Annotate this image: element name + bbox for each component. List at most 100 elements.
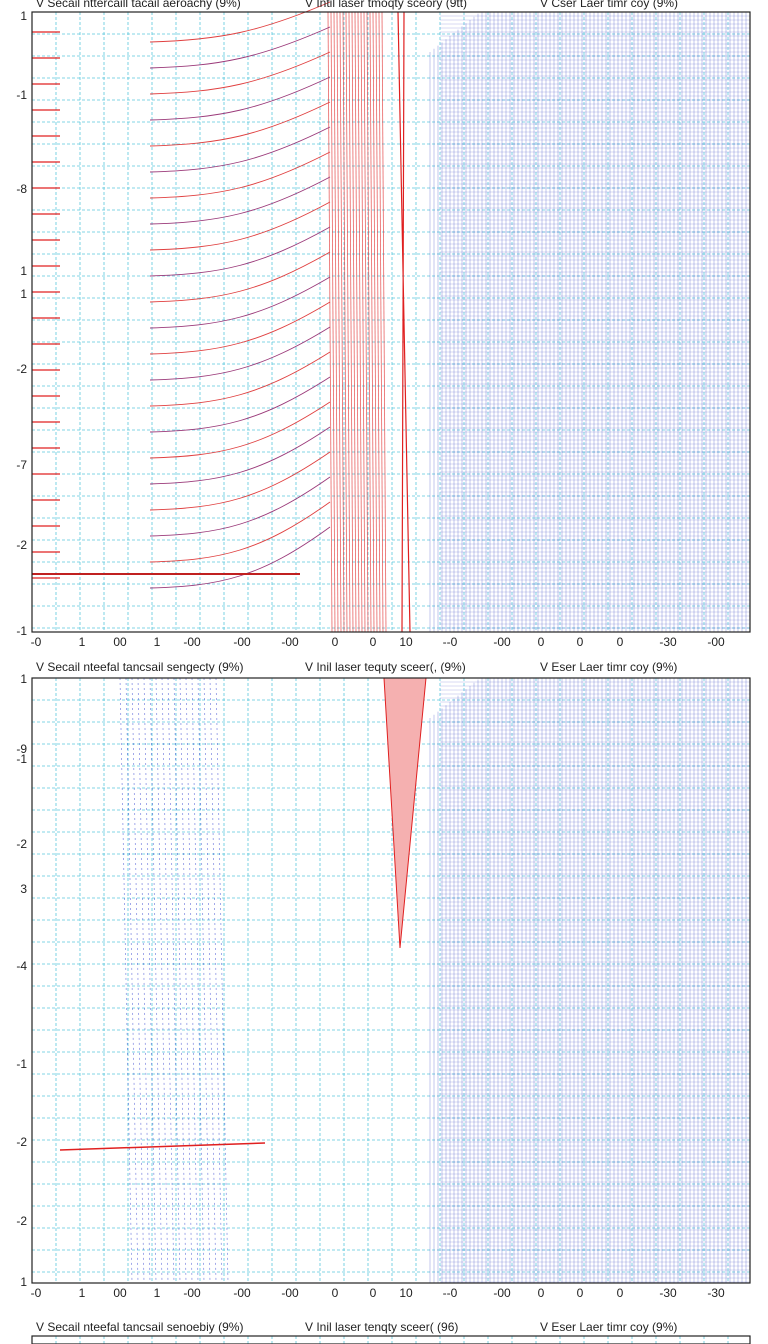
x-tick-label: 10 [399, 1286, 413, 1300]
x-tick-label: 1 [79, 635, 86, 649]
red-trace [372, 11, 378, 633]
red-trace [330, 11, 336, 633]
red-trace [366, 11, 372, 633]
red-trace [357, 11, 363, 633]
x-tick-label: 1 [154, 635, 161, 649]
x-tick-label: -30 [659, 1286, 677, 1300]
x-tick-label: 0 [538, 635, 545, 649]
y-tick-label: -2 [16, 1135, 27, 1149]
curve [149, 101, 331, 147]
curve [149, 276, 331, 329]
panel: V Secail nteefal tancsail sengecty (9%) V… [16, 660, 751, 1300]
y-tick-label: 1 [20, 264, 27, 278]
x-tick-label: 1 [154, 1286, 161, 1300]
curve [149, 151, 331, 199]
y-tick-label: -1 [16, 624, 27, 638]
red-trace [383, 677, 427, 949]
x-tick-label: -00 [183, 1286, 201, 1300]
texture [197, 677, 211, 1284]
x-tick-label: 0 [577, 1286, 584, 1300]
y-tick-label: -2 [16, 837, 27, 851]
curve [149, 201, 331, 251]
x-tick-label: --0 [443, 635, 458, 649]
y-tick-label: -9 [16, 742, 27, 756]
x-tick-label: -00 [493, 635, 511, 649]
x-tick-label: -30 [659, 635, 677, 649]
x-tick-label: -30 [707, 1286, 725, 1300]
panel: V Secail nteefal tancsail senoebiy (9%) V… [31, 1320, 751, 1344]
x-tick-label: 0 [370, 635, 377, 649]
x-tick-label: -00 [233, 1286, 251, 1300]
x-tick-label: -00 [281, 635, 299, 649]
x-tick-label: 00 [113, 1286, 127, 1300]
x-tick-label: 1 [79, 1286, 86, 1300]
texture [191, 677, 205, 1284]
panel-header: V Secail nteefal tancsail sengecty (9%) [36, 660, 243, 674]
texture [185, 677, 199, 1284]
panel-header: V Eser Laer timr coy (9%) [540, 1320, 677, 1334]
curve [149, 476, 331, 537]
y-tick-label: 1 [20, 9, 27, 23]
red-trace [375, 11, 381, 633]
x-tick-label: -00 [493, 1286, 511, 1300]
y-tick-label: -4 [16, 959, 27, 973]
y-tick-label: -2 [16, 362, 27, 376]
x-tick-label: 0 [538, 1286, 545, 1300]
red-trace [363, 11, 369, 633]
red-trace [59, 1142, 266, 1151]
red-trace [378, 11, 384, 633]
texture [179, 677, 193, 1284]
curve [149, 401, 331, 459]
x-tick-label: -00 [281, 1286, 299, 1300]
panel-header: V Inil laser tenqty sceer( (96) [305, 1320, 458, 1334]
y-tick-label: -7 [16, 458, 27, 472]
panel-header: V Cser Laer timr coy (9%) [540, 0, 678, 10]
y-tick-label: 1 [20, 1275, 27, 1289]
red-trace [351, 11, 357, 633]
panel: V Secail nttercaill tacail aeroachy (9%)… [16, 0, 751, 649]
red-trace [397, 11, 411, 633]
texture [155, 677, 169, 1284]
red-trace [327, 11, 333, 633]
curve [149, 26, 331, 69]
plot-frame [31, 1335, 751, 1344]
texture [167, 677, 181, 1284]
texture [143, 677, 157, 1284]
y-tick-label: -2 [16, 538, 27, 552]
x-tick-label: 0 [332, 635, 339, 649]
curve [149, 226, 331, 277]
curve [149, 501, 331, 563]
x-tick-label: -00 [707, 635, 725, 649]
red-trace [354, 11, 360, 633]
red-trace [348, 11, 354, 633]
y-tick-label: -1 [16, 752, 27, 766]
red-trace [339, 11, 345, 633]
x-tick-label: 0 [332, 1286, 339, 1300]
x-tick-label: 0 [617, 635, 624, 649]
x-tick-label: -00 [233, 635, 251, 649]
curve [149, 326, 331, 381]
texture [161, 677, 175, 1284]
red-trace [342, 11, 348, 633]
curve [149, 376, 331, 433]
y-tick-label: -8 [16, 182, 27, 196]
curve [149, 351, 331, 407]
curve [149, 451, 331, 511]
curve [149, 176, 331, 225]
y-tick-label: -1 [16, 88, 27, 102]
curve [149, 251, 331, 303]
x-tick-label: 0 [617, 1286, 624, 1300]
texture [125, 677, 139, 1284]
x-tick-label: --0 [443, 1286, 458, 1300]
plot-frame [31, 677, 751, 1284]
red-trace [369, 11, 375, 633]
texture [131, 677, 145, 1284]
x-tick-label: 0 [370, 1286, 377, 1300]
x-tick-label: -0 [31, 635, 42, 649]
red-trace [333, 11, 339, 633]
panel-header: V Inil laser tequty sceer(, (9%) [305, 660, 466, 674]
y-tick-label: -2 [16, 1214, 27, 1228]
curve [149, 76, 331, 121]
panel-header: V Intil laser tmoqty sceory (9tt) [305, 0, 467, 10]
